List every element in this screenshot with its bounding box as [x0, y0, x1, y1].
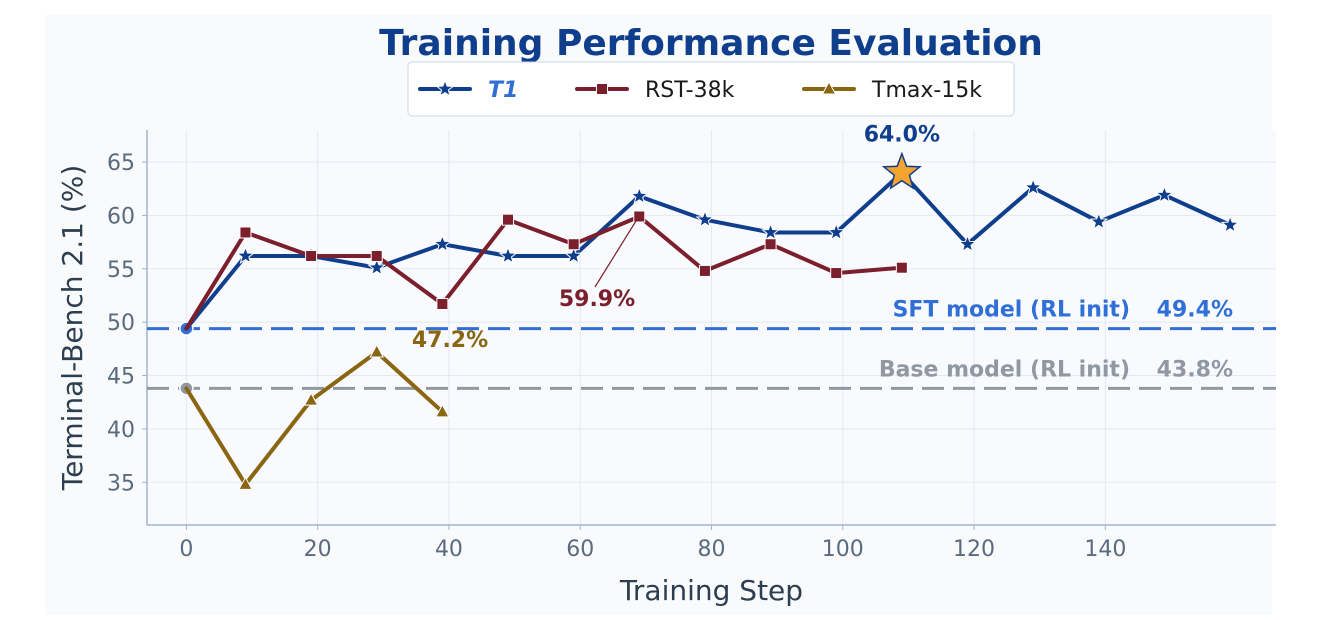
data-point-RST-38k — [633, 210, 646, 223]
data-point-T1 — [564, 246, 584, 264]
data-point-T1 — [695, 209, 715, 228]
annotation-peak-tmax: 47.2% — [412, 328, 488, 353]
data-point-RST-38k — [567, 238, 580, 251]
reference-line-value: 49.4% — [1157, 298, 1233, 323]
x-tick-label: 0 — [179, 537, 193, 562]
x-tick-label: 120 — [953, 537, 995, 562]
y-tick-label: 45 — [107, 365, 135, 390]
legend-box — [407, 61, 1015, 117]
data-point-T1 — [1220, 215, 1240, 234]
data-point-RST-38k — [698, 264, 711, 277]
x-tick-label: 140 — [1084, 537, 1126, 562]
reference-line-label: SFT model (RL init) — [893, 298, 1130, 323]
data-point-RST-38k — [895, 261, 908, 274]
y-tick-label: 40 — [107, 418, 135, 443]
data-point-RST-38k — [830, 267, 843, 280]
legend-marker-Tmax-15k — [821, 80, 837, 95]
x-tick-label: 40 — [435, 537, 463, 562]
data-point-T1 — [629, 186, 649, 205]
data-point-T1 — [432, 234, 452, 253]
reference-line-value: 43.8% — [1157, 357, 1233, 382]
y-tick-label: 55 — [107, 258, 135, 283]
legend-marker-RST-38k — [596, 83, 608, 95]
series-line-RST-38k — [184, 214, 904, 331]
chart-title: Training Performance Evaluation — [379, 23, 1043, 64]
data-point-T1 — [367, 257, 387, 276]
legend-label-T1: T1 — [488, 78, 518, 103]
data-point-RST-38k — [436, 298, 449, 311]
data-point-T1 — [761, 222, 781, 241]
data-point-RST-38k — [370, 249, 383, 262]
data-point-T1 — [498, 246, 518, 264]
data-point-T1 — [1089, 211, 1109, 230]
x-tick-label: 100 — [822, 537, 864, 562]
y-tick-label: 50 — [107, 311, 135, 336]
data-point-T1 — [1154, 185, 1174, 204]
x-tick-label: 80 — [698, 537, 726, 562]
data-point-Tmax-15k — [435, 403, 450, 418]
data-point-T1 — [1023, 177, 1043, 196]
legend-marker-T1 — [435, 79, 455, 98]
y-tick-label: 35 — [107, 471, 135, 496]
data-point-T1 — [958, 234, 977, 253]
annotation-leader-line — [594, 220, 637, 288]
data-point-Tmax-15k — [369, 344, 385, 358]
x-axis-label: Training Step — [619, 574, 803, 607]
annotation-peak-rst: 59.9% — [559, 287, 635, 312]
y-tick-label: 65 — [107, 151, 135, 176]
data-point-RST-38k — [764, 238, 777, 251]
data-point-T1 — [826, 222, 846, 241]
annotation-peak-t1: 64.0% — [864, 123, 940, 148]
x-tick-label: 20 — [304, 537, 332, 562]
data-point-Tmax-15k — [303, 392, 319, 406]
data-point-RST-38k — [239, 226, 252, 239]
data-point-Tmax-15k — [238, 476, 253, 490]
data-point-RST-38k — [502, 213, 515, 226]
legend-label-Tmax-15k: Tmax-15k — [871, 78, 982, 103]
y-tick-label: 60 — [107, 204, 135, 229]
peak-star-marker — [881, 151, 922, 190]
y-axis-label: Terminal-Bench 2.1 (%) — [56, 165, 89, 492]
x-tick-label: 60 — [566, 537, 594, 562]
legend-label-RST-38k: RST-38k — [645, 78, 735, 103]
data-point-RST-38k — [305, 249, 318, 262]
data-point-T1 — [236, 246, 255, 264]
reference-line-label: Base model (RL init) — [879, 357, 1130, 382]
